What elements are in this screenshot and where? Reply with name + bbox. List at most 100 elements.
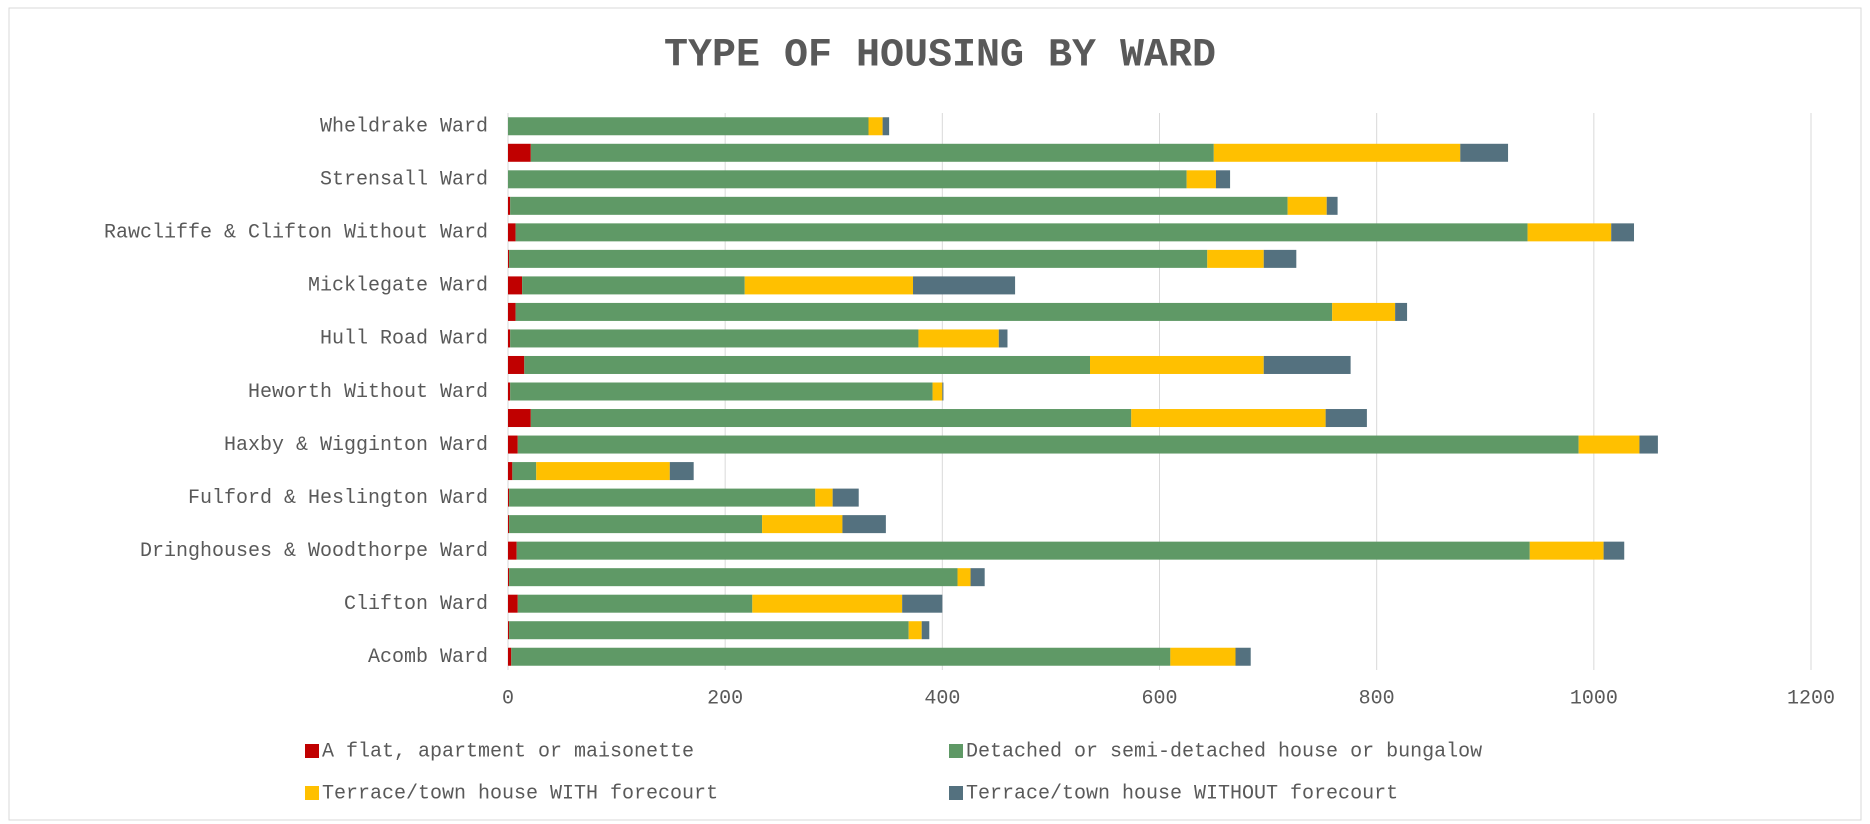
bar-segment	[536, 462, 670, 481]
bar-segment	[1263, 249, 1297, 268]
bar-segment	[1639, 435, 1658, 454]
bar-segment	[517, 594, 753, 613]
bar-segment	[516, 541, 1530, 560]
bar-segment	[515, 302, 1333, 321]
bar-segment	[1263, 355, 1351, 374]
bar-segment	[1215, 170, 1231, 189]
bar-segment	[508, 143, 531, 162]
bar-segment	[508, 196, 511, 215]
bar-segment	[744, 276, 914, 295]
chart-title: TYPE OF HOUSING BY WARD	[664, 34, 1216, 79]
bar-segment	[1460, 143, 1509, 162]
bar-segment	[508, 223, 516, 242]
bar-segment	[1529, 541, 1604, 560]
y-tick-label: Wheldrake Ward	[320, 116, 488, 139]
bar-segment	[932, 382, 943, 401]
legend-label: Terrace/town house WITH forecourt	[322, 782, 718, 805]
y-tick-label: Heworth Without Ward	[248, 381, 488, 404]
bar-segment	[509, 249, 1208, 268]
x-tick-label: 800	[1359, 687, 1395, 710]
bar-segment	[524, 355, 1091, 374]
bar-segment	[530, 143, 1214, 162]
bar-segment	[957, 568, 971, 587]
bar-segment	[508, 249, 510, 268]
bar-segment	[508, 329, 511, 348]
bar-segment	[508, 568, 510, 587]
bar-segment	[762, 515, 843, 534]
bar-segment	[902, 594, 943, 613]
bar-segment	[868, 117, 883, 136]
bar-segment	[1235, 647, 1251, 666]
bar-segment	[510, 196, 1288, 215]
bar-segment	[522, 276, 745, 295]
bar-segment	[508, 355, 525, 374]
bar-segment	[998, 329, 1008, 348]
x-tick-label: 0	[502, 687, 514, 710]
bar-segment	[1207, 249, 1264, 268]
bar-segment	[508, 409, 531, 428]
bar-segment	[512, 462, 537, 481]
bar-segment	[508, 594, 518, 613]
y-tick-label: Rawcliffe & Clifton Without Ward	[104, 222, 488, 245]
bar-segment	[1611, 223, 1635, 242]
bar-segment	[1332, 302, 1396, 321]
y-tick-label: Hull Road Ward	[320, 328, 488, 351]
x-tick-label: 400	[924, 687, 960, 710]
x-tick-label: 200	[707, 687, 743, 710]
bar-segment	[515, 223, 1528, 242]
bar-segment	[669, 462, 694, 481]
bar-segment	[511, 647, 1171, 666]
bar-segment	[1131, 409, 1326, 428]
legend-label: Detached or semi-detached house or bunga…	[966, 740, 1482, 763]
bar-segment	[752, 594, 903, 613]
bar-segment	[842, 515, 886, 534]
x-tick-label: 600	[1141, 687, 1177, 710]
bar-segment	[510, 329, 919, 348]
bar-segment	[1170, 647, 1236, 666]
bar-segment	[918, 329, 999, 348]
bar-segment	[1213, 143, 1461, 162]
bar-segment	[508, 488, 510, 507]
bar-segment	[508, 382, 511, 401]
bar-segment	[508, 647, 512, 666]
y-tick-label: Acomb Ward	[368, 646, 488, 669]
bar-segment	[1326, 196, 1338, 215]
bar-segment	[1527, 223, 1612, 242]
y-tick-label: Haxby & Wigginton Ward	[224, 434, 488, 457]
bar-segment	[1325, 409, 1367, 428]
bar-segment	[1090, 355, 1264, 374]
bar-segment	[908, 621, 922, 640]
bar-segment	[509, 488, 816, 507]
bar-segment	[530, 409, 1132, 428]
bar-segment	[508, 462, 513, 481]
bar-segment	[509, 621, 909, 640]
bar-segment	[1287, 196, 1327, 215]
bar-segment	[509, 568, 958, 587]
x-tick-label: 1200	[1787, 687, 1835, 710]
y-tick-label: Clifton Ward	[344, 593, 488, 616]
y-tick-label: Dringhouses & Woodthorpe Ward	[140, 540, 488, 563]
bar-segment	[508, 541, 517, 560]
y-tick-label: Fulford & Heslington Ward	[188, 487, 488, 510]
bar-segment	[508, 435, 518, 454]
bar-segment	[508, 276, 523, 295]
bar-segment	[1578, 435, 1640, 454]
legend-swatch	[949, 744, 963, 758]
bar-segment	[508, 621, 510, 640]
bar-segment	[882, 117, 890, 136]
bar-segment	[517, 435, 1579, 454]
legend-swatch	[305, 744, 319, 758]
y-tick-label: Strensall Ward	[320, 169, 488, 192]
bar-segment	[509, 515, 763, 534]
legend-label: A flat, apartment or maisonette	[322, 740, 694, 763]
y-tick-label: Micklegate Ward	[308, 275, 488, 298]
legend-label: Terrace/town house WITHOUT forecourt	[966, 782, 1398, 805]
bar-segment	[1395, 302, 1408, 321]
x-tick-label: 1000	[1570, 687, 1618, 710]
bar-segment	[508, 302, 516, 321]
bar-segment	[508, 170, 1187, 189]
bar-segment	[913, 276, 1016, 295]
bar-segment	[510, 382, 933, 401]
legend-swatch	[949, 786, 963, 800]
bar-segment	[1186, 170, 1216, 189]
